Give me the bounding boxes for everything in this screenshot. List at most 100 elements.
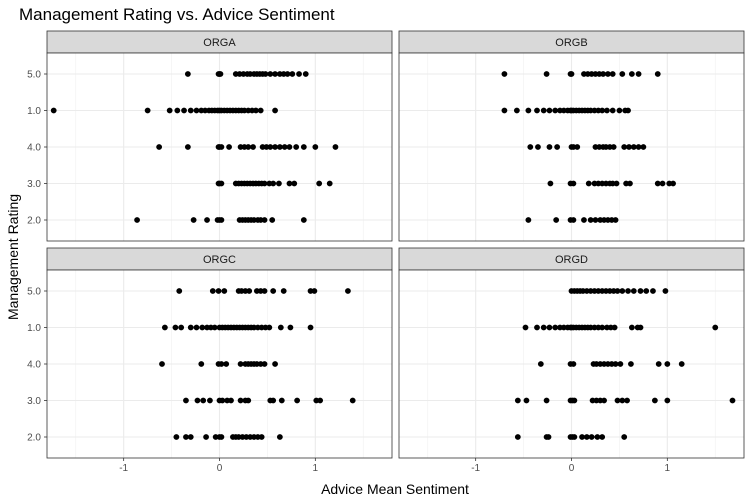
y-tick-label: 4.0 [27,143,41,154]
data-point [218,180,225,187]
data-point [172,324,179,331]
data-point [198,361,205,367]
data-point [619,71,626,77]
data-point [217,71,224,77]
data-point [267,71,274,77]
data-point [543,397,550,404]
data-point [190,217,197,223]
data-point [223,361,230,367]
data-point [166,107,173,114]
data-point [280,288,287,294]
data-point [194,397,201,404]
data-point [226,144,232,150]
data-point [610,144,617,150]
data-point [176,288,183,294]
y-tick-label: 3.0 [27,396,41,407]
data-point [237,361,244,367]
data-point [272,144,278,150]
data-point [221,288,228,294]
chart-title: Management Rating vs. Advice Sentiment [19,5,335,24]
data-point [621,434,628,440]
data-point [612,217,619,223]
data-point [266,324,273,331]
x-tick-label: 1 [665,463,671,474]
data-point [287,324,294,331]
data-point [619,288,626,294]
data-point [628,361,634,367]
data-point [173,434,180,440]
data-point [50,107,57,114]
data-point [630,288,637,294]
data-point [200,397,207,404]
data-point [270,180,277,187]
data-point [635,71,642,77]
data-point [156,144,163,150]
y-tick-label: 2.0 [27,216,41,227]
data-point [568,71,575,77]
data-point [286,180,293,187]
data-point [599,434,606,440]
data-point [302,71,309,77]
data-point [534,107,540,114]
data-point [349,397,356,404]
data-point [501,107,508,114]
data-point [605,71,611,77]
data-point [616,107,623,114]
data-point [624,397,630,404]
data-point [300,217,307,223]
data-point [261,180,268,187]
data-point [237,397,244,404]
data-point [574,144,581,150]
data-point [204,217,210,223]
data-point [546,107,553,114]
data-point [514,434,521,440]
data-point [181,107,187,114]
data-point [540,324,547,331]
data-point [625,107,631,114]
data-point [571,434,578,440]
data-point [219,397,226,404]
data-point [513,107,520,114]
data-point [326,180,333,187]
data-point [261,217,268,223]
data-point [583,434,590,440]
data-point [184,144,191,150]
data-point [312,144,319,150]
data-point [317,397,324,404]
data-point [643,288,650,294]
data-point [635,144,642,150]
facet-label: ORGC [203,254,236,266]
data-point [281,144,288,150]
y-tick-label: 1.0 [27,106,41,117]
data-point [345,288,351,294]
data-point [640,144,647,150]
facet-panel-orga: ORGA 2.0 3.0 4.0 1.0 5.0 [27,30,393,242]
data-point [659,180,666,187]
data-point [600,71,607,77]
data-point [545,434,552,440]
data-point [174,107,181,114]
data-point [625,288,631,294]
data-point [670,180,676,187]
data-point [637,288,644,294]
data-point [514,397,521,404]
y-tick-label: 5.0 [27,287,41,298]
data-point [712,324,719,331]
y-tick-label: 2.0 [27,433,41,444]
facet-panel-orgb: ORGB [398,30,745,242]
data-point [293,144,300,150]
data-point [257,107,264,114]
data-point [523,397,530,404]
data-point [552,107,559,114]
facet-panel-orgc: ORGC 2.0 3.0 4.0 1.0 5.0 -1 0 1 [27,247,393,474]
data-point [272,71,278,77]
y-tick-label: 3.0 [27,179,41,190]
data-point [159,361,165,367]
data-point [662,288,669,294]
data-point [332,144,339,150]
data-point [614,397,621,404]
x-axis-title: Advice Mean Sentiment [321,481,469,497]
data-point [276,180,282,187]
data-point [630,144,637,150]
data-point [579,434,585,440]
